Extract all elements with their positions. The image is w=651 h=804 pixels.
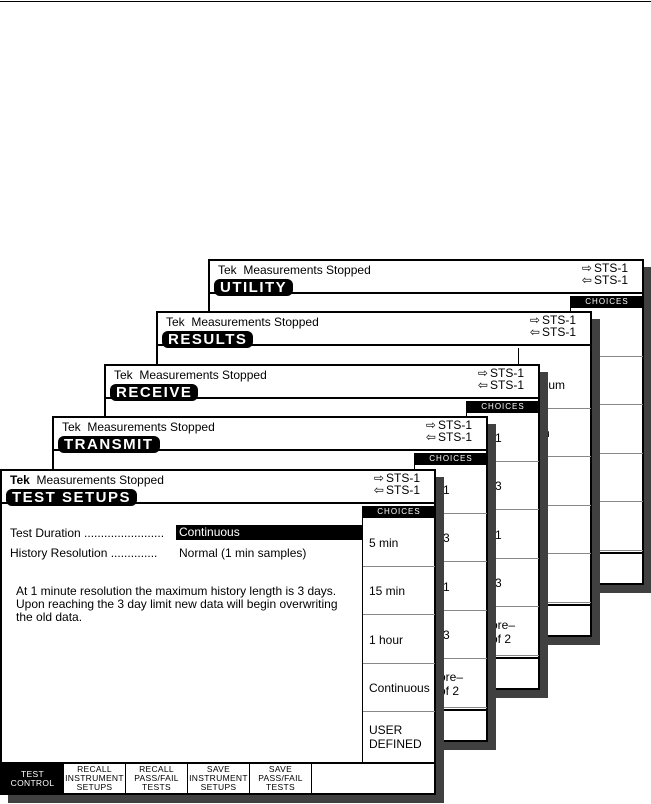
- signal-indicator: ⇨ STS-1 ⇦ STS-1: [425, 418, 472, 444]
- choice-item[interactable]: -3: [415, 514, 487, 562]
- menu-title[interactable]: TEST SETUPS: [6, 489, 138, 506]
- menu-title[interactable]: UTILITY: [214, 279, 294, 296]
- receive-arrow-icon: ⇦: [477, 378, 488, 392]
- choice-item[interactable]: -1: [467, 414, 539, 462]
- choice-item[interactable]: -1: [415, 563, 487, 611]
- status-text: Tek Measurements Stopped: [114, 368, 267, 382]
- receive-arrow-icon: ⇦: [529, 325, 540, 339]
- choice-item[interactable]: -3: [467, 559, 539, 607]
- transmit-arrow-icon: ⇨: [581, 261, 592, 275]
- status-text: Tek Measurements Stopped: [218, 263, 371, 277]
- divider: [158, 344, 590, 346]
- divider: [2, 502, 434, 504]
- divider: [210, 292, 642, 294]
- menu-title[interactable]: RESULTS: [162, 331, 254, 348]
- signal-indicator: ⇨ STS-1 ⇦ STS-1: [373, 471, 420, 497]
- choice-item[interactable]: [571, 454, 643, 502]
- choice-item[interactable]: ore– of 2: [467, 608, 539, 656]
- choice-item[interactable]: -3: [467, 462, 539, 510]
- choices-column: CHOICES 5 min 15 min 1 hour Continuous U…: [362, 506, 435, 763]
- choice-item[interactable]: h: [519, 409, 591, 457]
- choice-item[interactable]: ore– of 2: [415, 660, 487, 708]
- choice-1-hour[interactable]: 1 hour: [363, 616, 435, 664]
- test-setups-panel: Tek Measurements Stopped ⇨ STS-1 ⇦ STS-1 T…: [0, 469, 436, 795]
- brand-label: Tek: [10, 473, 30, 487]
- transmit-arrow-icon: ⇨: [425, 418, 436, 432]
- choices-header: CHOICES: [363, 506, 435, 518]
- choice-item[interactable]: -1: [467, 511, 539, 559]
- choices-header: CHOICES: [571, 296, 643, 308]
- softkey-save-instrument-setups[interactable]: SAVE INSTRUMENT SETUPS: [188, 764, 250, 793]
- divider: [54, 449, 486, 451]
- choices-header: CHOICES: [467, 401, 539, 413]
- choice-item[interactable]: lium: [519, 361, 591, 409]
- transmit-arrow-icon: ⇨: [529, 313, 540, 327]
- choice-15-min[interactable]: 15 min: [363, 567, 435, 615]
- info-message: At 1 minute resolution the maximum histo…: [16, 584, 338, 624]
- softkey-recall-instrument-setups[interactable]: RECALL INSTRUMENT SETUPS: [64, 764, 126, 793]
- choice-item[interactable]: [519, 458, 591, 506]
- signal-indicator: ⇨ STS-1 ⇦ STS-1: [529, 313, 576, 339]
- choice-item[interactable]: [519, 506, 591, 554]
- softkey-recall-pass-fail-tests[interactable]: RECALL PASS/FAIL TESTS: [126, 764, 188, 793]
- signal-indicator: ⇨ STS-1 ⇦ STS-1: [477, 366, 524, 392]
- choice-item[interactable]: -3: [415, 611, 487, 659]
- menu-title[interactable]: RECEIVE: [110, 384, 199, 401]
- status-text: Tek Measurements Stopped: [62, 420, 215, 434]
- choices-header: CHOICES: [415, 453, 487, 465]
- top-rule: [0, 1, 651, 2]
- choice-user-defined[interactable]: USER DEFINED: [369, 723, 422, 751]
- transmit-arrow-icon: ⇨: [373, 471, 384, 485]
- receive-arrow-icon: ⇦: [425, 430, 436, 444]
- test-duration-label: Test Duration ........................: [10, 526, 165, 540]
- divider: [106, 397, 538, 399]
- test-duration-value[interactable]: Continuous: [176, 525, 362, 540]
- status-text: Tek Measurements Stopped: [10, 473, 164, 487]
- choice-item[interactable]: [571, 357, 643, 405]
- status-text: Tek Measurements Stopped: [166, 315, 319, 329]
- softkey-bar: TEST CONTROL RECALL INSTRUMENT SETUPS RE…: [2, 764, 312, 793]
- choice-item[interactable]: [571, 406, 643, 454]
- choice-5-min[interactable]: 5 min: [363, 519, 435, 567]
- choice-continuous[interactable]: Continuous: [363, 664, 435, 712]
- choice-item[interactable]: [571, 503, 643, 551]
- history-resolution-value[interactable]: Normal (1 min samples): [179, 546, 307, 560]
- softkey-test-control[interactable]: TEST CONTROL: [2, 764, 64, 793]
- receive-arrow-icon: ⇦: [581, 273, 592, 287]
- choice-item[interactable]: -1: [415, 466, 487, 514]
- history-resolution-label: History Resolution ..............: [10, 546, 158, 560]
- choice-item[interactable]: [519, 555, 591, 603]
- softkey-save-pass-fail-tests[interactable]: SAVE PASS/FAIL TESTS: [250, 764, 312, 793]
- transmit-arrow-icon: ⇨: [477, 366, 488, 380]
- divider: [2, 762, 434, 764]
- receive-arrow-icon: ⇦: [373, 483, 384, 497]
- choice-item[interactable]: [571, 309, 643, 357]
- menu-title[interactable]: TRANSMIT: [58, 436, 160, 453]
- signal-indicator: ⇨ STS-1 ⇦ STS-1: [581, 261, 628, 287]
